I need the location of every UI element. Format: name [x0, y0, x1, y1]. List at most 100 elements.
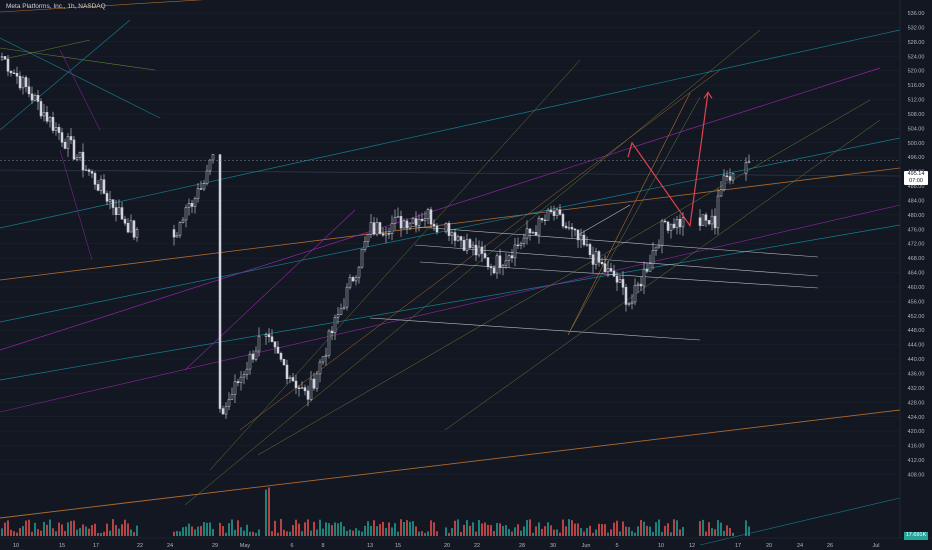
- volume-bar: [46, 524, 48, 536]
- candle-body: [333, 317, 337, 333]
- volume-bar: [448, 532, 450, 536]
- candle-body: [357, 266, 361, 278]
- trend-line: [419, 261, 819, 289]
- candle-body: [15, 73, 19, 77]
- candle-body: [728, 176, 732, 181]
- candle-body: [504, 260, 508, 266]
- volume-bar: [457, 519, 459, 536]
- candle-body: [573, 228, 577, 231]
- volume-bar: [376, 526, 378, 536]
- candle-body: [330, 330, 334, 333]
- volume-bar: [583, 531, 585, 536]
- volume-bar: [379, 524, 381, 536]
- volume-bar: [234, 529, 236, 536]
- candle-body: [444, 223, 448, 233]
- volume-bar: [7, 520, 9, 536]
- trend-line: [59, 49, 101, 131]
- candle-body: [254, 350, 258, 360]
- volume-bar: [394, 523, 396, 536]
- volume-bar: [547, 522, 549, 536]
- y-tick-label: 436.00: [908, 372, 925, 378]
- volume-bar: [732, 532, 734, 536]
- forecast-path: [627, 91, 713, 228]
- volume-bar: [487, 524, 489, 536]
- candle-body: [199, 188, 203, 190]
- candle-body: [710, 215, 714, 225]
- volume-bar: [493, 531, 495, 536]
- candle-body: [102, 179, 106, 194]
- candle-body: [227, 399, 231, 407]
- candle-body: [606, 268, 610, 272]
- x-tick-label: 10: [13, 543, 19, 549]
- candle-body: [522, 237, 526, 244]
- x-tick-label: 22: [137, 543, 143, 549]
- volume-bar: [565, 526, 567, 536]
- volume-bar: [412, 521, 414, 536]
- candle-body: [609, 268, 613, 272]
- y-tick-label: 456.00: [908, 299, 925, 305]
- candle-body: [12, 72, 16, 74]
- volume-bar: [307, 519, 309, 536]
- x-tick-label: 20: [444, 543, 450, 549]
- candle-body: [567, 227, 571, 229]
- x-tick-label: 24: [167, 543, 173, 549]
- candle-body: [414, 218, 418, 226]
- y-tick-label: 516.00: [908, 83, 925, 89]
- candle-body: [351, 277, 355, 282]
- candle-body: [39, 101, 43, 117]
- y-tick-label: 508.00: [908, 112, 925, 118]
- candle-body: [639, 283, 643, 287]
- price-axis[interactable]: 536.00 532.00 528.00 524.00 520.00 516.00 512.…: [899, 0, 925, 538]
- candle-body: [297, 387, 301, 389]
- candle-body: [636, 283, 640, 286]
- candle-body: [603, 263, 607, 272]
- volume-bar: [40, 530, 42, 536]
- candle-body: [447, 223, 451, 236]
- volume-bar: [97, 532, 99, 536]
- candle-body: [236, 381, 240, 383]
- volume-bar: [225, 532, 227, 536]
- volume-bar: [427, 531, 429, 536]
- candle-body: [202, 183, 206, 190]
- volume-bar: [252, 531, 254, 536]
- candle-body: [9, 70, 13, 74]
- candle-body: [531, 231, 535, 234]
- volume-bar: [127, 523, 129, 536]
- volume-bar: [586, 528, 588, 536]
- candle-body: [48, 116, 52, 122]
- candle-body: [627, 303, 631, 305]
- candle-body: [363, 241, 367, 250]
- candle-body: [731, 173, 735, 181]
- candle-body: [747, 161, 751, 163]
- candle-body: [175, 234, 179, 238]
- candle-body: [519, 243, 523, 246]
- candle-body: [546, 209, 550, 221]
- volume-bar: [517, 524, 519, 536]
- volume-bar: [592, 532, 594, 536]
- candle-body: [612, 270, 616, 277]
- time-axis[interactable]: 10 15 17 22 24 29 May 6 8 13 15 20 22 28 30 Jun 5 10 12 17 2…: [0, 537, 932, 549]
- x-tick-label: Jun: [582, 543, 591, 549]
- volume-bar: [334, 522, 336, 536]
- y-tick-label: 440.00: [908, 357, 925, 363]
- y-tick-label: 504.00: [908, 126, 925, 132]
- trend-line: [444, 119, 881, 431]
- volume-bar: [352, 530, 354, 536]
- volume-bar: [646, 525, 648, 536]
- candle-body: [543, 219, 547, 221]
- volume-bar: [43, 521, 45, 536]
- volume-bar: [313, 521, 315, 536]
- candle-body: [21, 77, 25, 89]
- trend-line: [184, 29, 761, 506]
- candle-body: [387, 233, 391, 235]
- volume-bar: [631, 531, 633, 536]
- trend-line: [0, 204, 901, 413]
- volume-bar: [258, 529, 260, 536]
- volume-bar: [316, 529, 318, 536]
- candle-body: [318, 361, 322, 375]
- volume-bar: [475, 531, 477, 536]
- candle-body: [399, 216, 403, 229]
- candle-body: [360, 249, 364, 268]
- volume-bar: [91, 525, 93, 536]
